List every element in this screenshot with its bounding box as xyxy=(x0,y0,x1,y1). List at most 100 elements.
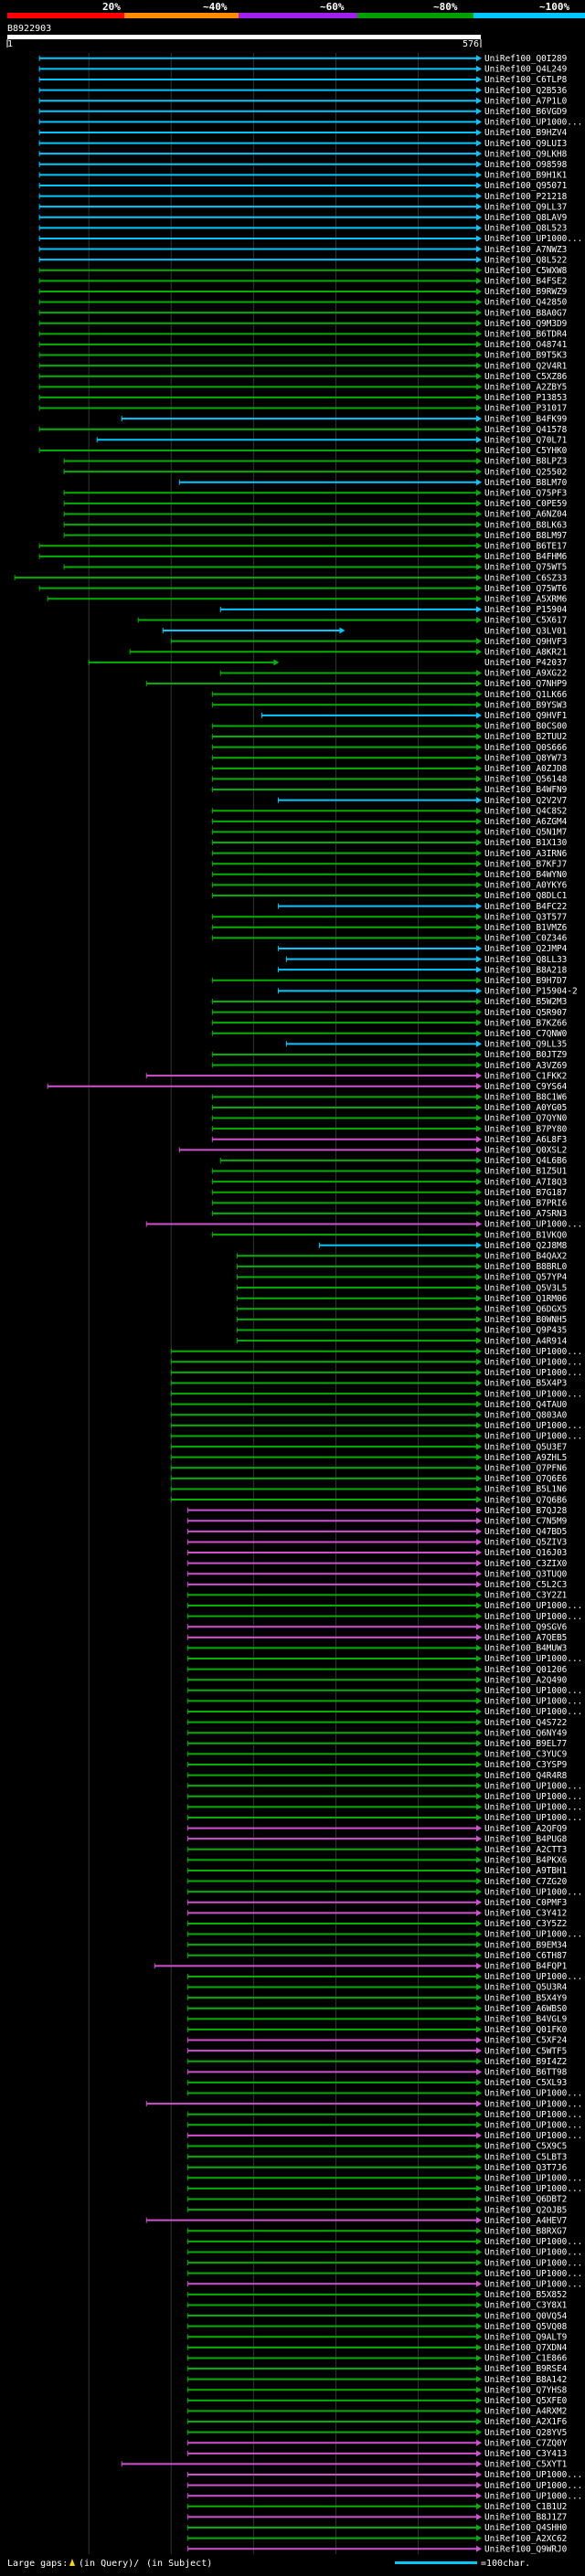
hit-label[interactable]: UniRef100_B8A142 xyxy=(484,2375,567,2385)
hit-label[interactable]: UniRef100_C6TH87 xyxy=(484,1951,567,1961)
hit-label[interactable]: UniRef100_C0PMF3 xyxy=(484,1898,567,1908)
hit-label[interactable]: UniRef100_B5W2M3 xyxy=(484,997,567,1007)
hit-label[interactable]: UniRef100_B8C1W6 xyxy=(484,1093,568,1103)
hit-label[interactable]: UniRef100_P15904-2 xyxy=(484,987,578,997)
hit-label[interactable]: UniRef100_A3VZ69 xyxy=(484,1061,568,1071)
hit-label[interactable]: UniRef100_C0Z346 xyxy=(484,934,568,944)
hit-label[interactable]: UniRef100_UP1000... xyxy=(484,1792,582,1802)
hit-label[interactable]: UniRef100_B7PRI6 xyxy=(484,1199,568,1209)
hit-label[interactable]: UniRef100_P21218 xyxy=(484,192,568,202)
hit-label[interactable]: UniRef100_B8LM97 xyxy=(484,531,567,541)
hit-label[interactable]: UniRef100_Q8L523 xyxy=(484,224,567,234)
hit-label[interactable]: UniRef100_UP1000... xyxy=(484,1972,582,1982)
hit-label[interactable]: UniRef100_Q9LL35 xyxy=(484,1040,567,1050)
hit-label[interactable]: UniRef100_A2XC62 xyxy=(484,2534,567,2544)
hit-label[interactable]: UniRef100_B4FSE2 xyxy=(484,277,567,287)
hit-label[interactable]: UniRef100_Q7Q6E6 xyxy=(484,1474,568,1484)
hit-label[interactable]: UniRef100_UP1000... xyxy=(484,2089,582,2099)
hit-label[interactable]: UniRef100_A6NZ04 xyxy=(484,510,568,520)
hit-label[interactable]: UniRef100_Q7QYN0 xyxy=(484,1114,568,1124)
hit-label[interactable]: UniRef100_Q7PFN6 xyxy=(484,1463,568,1473)
hit-label[interactable]: UniRef100_Q7XDN4 xyxy=(484,2343,568,2353)
hit-label[interactable]: UniRef100_B6TE17 xyxy=(484,541,567,551)
hit-label[interactable]: UniRef100_Q9SGV6 xyxy=(484,1622,568,1632)
hit-label[interactable]: UniRef100_O98598 xyxy=(484,160,568,170)
hit-label[interactable]: UniRef100_A6ZGM4 xyxy=(484,817,568,827)
hit-label[interactable]: UniRef100_B8A218 xyxy=(484,965,568,975)
hit-label[interactable]: UniRef100_UP1000... xyxy=(484,1220,582,1230)
hit-label[interactable]: UniRef100_Q5U3E7 xyxy=(484,1442,567,1452)
hit-label[interactable]: UniRef100_B9RSE4 xyxy=(484,2364,568,2374)
hit-label[interactable]: UniRef100_C7QNW0 xyxy=(484,1029,568,1039)
hit-label[interactable]: UniRef100_Q8LAV9 xyxy=(484,213,568,223)
hit-label[interactable]: UniRef100_A0YKY6 xyxy=(484,881,568,891)
hit-label[interactable]: UniRef100_Q2OJB5 xyxy=(484,2205,567,2215)
hit-label[interactable]: UniRef100_Q4SHH0 xyxy=(484,2523,568,2533)
hit-label[interactable]: UniRef100_UP1000... xyxy=(484,2237,582,2247)
hit-label[interactable]: UniRef100_A8KR21 xyxy=(484,647,568,657)
hit-label[interactable]: UniRef100_B4QAX2 xyxy=(484,1252,567,1262)
hit-label[interactable]: UniRef100_A7I8Q3 xyxy=(484,1177,567,1187)
hit-label[interactable]: UniRef100_Q8L522 xyxy=(484,255,567,265)
hit-label[interactable]: UniRef100_B4FQP1 xyxy=(484,1962,568,1972)
hit-label[interactable]: UniRef100_C3Y8X1 xyxy=(484,2301,568,2311)
hit-label[interactable]: UniRef100_C3Y413 xyxy=(484,2449,567,2459)
hit-label[interactable]: UniRef100_C5XZ86 xyxy=(484,372,568,382)
hit-label[interactable]: UniRef100_Q0S666 xyxy=(484,743,568,753)
hit-label[interactable]: UniRef100_UP1000... xyxy=(484,2173,582,2183)
hit-label[interactable]: UniRef100_C3YSP9 xyxy=(484,1760,568,1770)
hit-label[interactable]: UniRef100_UP1000... xyxy=(484,1421,582,1431)
hit-label[interactable]: UniRef100_B1VKQ0 xyxy=(484,1230,568,1240)
hit-label[interactable]: UniRef100_UP1000... xyxy=(484,1803,582,1813)
hit-label[interactable]: UniRef100_UP1000... xyxy=(484,2110,582,2120)
hit-label[interactable]: UniRef100_C5X617 xyxy=(484,616,567,626)
hit-label[interactable]: UniRef100_Q25502 xyxy=(484,467,567,477)
hit-label[interactable]: UniRef100_Q1LK66 xyxy=(484,690,568,700)
hit-label[interactable]: UniRef100_UP1000... xyxy=(484,1612,582,1622)
hit-label[interactable]: UniRef100_B9I4Z2 xyxy=(484,2057,567,2067)
hit-label[interactable]: UniRef100_C1FKK2 xyxy=(484,1071,567,1081)
hit-label[interactable]: UniRef100_B0JTZ9 xyxy=(484,1050,568,1060)
hit-label[interactable]: UniRef100_Q0XSL2 xyxy=(484,1146,567,1156)
hit-label[interactable]: UniRef100_A0YG05 xyxy=(484,1103,567,1113)
hit-label[interactable]: UniRef100_A6WBS0 xyxy=(484,2004,568,2014)
hit-label[interactable]: UniRef100_Q28YV5 xyxy=(484,2428,567,2438)
hit-label[interactable]: UniRef100_Q9HVF3 xyxy=(484,637,567,647)
hit-label[interactable]: UniRef100_UP1000... xyxy=(484,2491,582,2501)
hit-label[interactable]: UniRef100_B5X4Y9 xyxy=(484,1993,568,2003)
hit-label[interactable]: UniRef100_UP1000... xyxy=(484,234,582,244)
hit-label[interactable]: UniRef100_Q4TAU0 xyxy=(484,1400,568,1410)
hit-label[interactable]: UniRef100_C6SZ33 xyxy=(484,573,567,583)
hit-label[interactable]: UniRef100_Q47BD5 xyxy=(484,1527,567,1537)
hit-label[interactable]: UniRef100_B9RWZ9 xyxy=(484,287,568,297)
hit-label[interactable]: UniRef100_B9HZV4 xyxy=(484,128,568,138)
hit-label[interactable]: UniRef100_Q0VQ54 xyxy=(484,2311,568,2321)
hit-label[interactable]: UniRef100_UP1000... xyxy=(484,2481,582,2491)
hit-label[interactable]: UniRef100_Q1RM06 xyxy=(484,1294,568,1304)
hit-label[interactable]: UniRef100_UP1000... xyxy=(484,2131,582,2141)
hit-label[interactable]: UniRef100_A4R914 xyxy=(484,1336,568,1346)
hit-label[interactable]: UniRef100_C3YUC9 xyxy=(484,1750,568,1760)
hit-label[interactable]: UniRef100_B9YSW3 xyxy=(484,700,567,710)
hit-label[interactable]: UniRef100_A3IRN6 xyxy=(484,849,568,859)
hit-label[interactable]: UniRef100_B4FC22 xyxy=(484,902,567,912)
hit-label[interactable]: UniRef100_A4HEV7 xyxy=(484,2216,567,2226)
hit-label[interactable]: UniRef100_P42037 xyxy=(484,658,567,668)
hit-label[interactable]: UniRef100_A0ZJD8 xyxy=(484,764,568,774)
hit-label[interactable]: UniRef100_Q95071 xyxy=(484,181,568,191)
hit-label[interactable]: UniRef100_Q75WT5 xyxy=(484,563,567,573)
hit-label[interactable]: UniRef100_A7P1L0 xyxy=(484,96,568,106)
hit-label[interactable]: UniRef100_Q2V4R1 xyxy=(484,361,568,371)
hit-label[interactable]: UniRef100_B4PUG8 xyxy=(484,1834,568,1844)
hit-label[interactable]: UniRef100_B0CS00 xyxy=(484,722,568,732)
hit-label[interactable]: UniRef100_B6TDR4 xyxy=(484,330,568,340)
hit-label[interactable]: UniRef100_Q5ZIV3 xyxy=(484,1538,567,1548)
hit-label[interactable]: UniRef100_B4VGL9 xyxy=(484,2015,568,2025)
hit-label[interactable]: UniRef100_Q7Q6B6 xyxy=(484,1495,568,1505)
hit-label[interactable]: UniRef100_C1B1U2 xyxy=(484,2502,567,2512)
hit-label[interactable]: UniRef100_Q2JMP4 xyxy=(484,944,568,954)
hit-label[interactable]: UniRef100_UP1000... xyxy=(484,2258,582,2268)
hit-label[interactable]: UniRef100_P13853 xyxy=(484,393,567,403)
hit-label[interactable]: UniRef100_B6VGD9 xyxy=(484,107,568,117)
hit-label[interactable]: UniRef100_A6L8F3 xyxy=(484,1135,567,1145)
